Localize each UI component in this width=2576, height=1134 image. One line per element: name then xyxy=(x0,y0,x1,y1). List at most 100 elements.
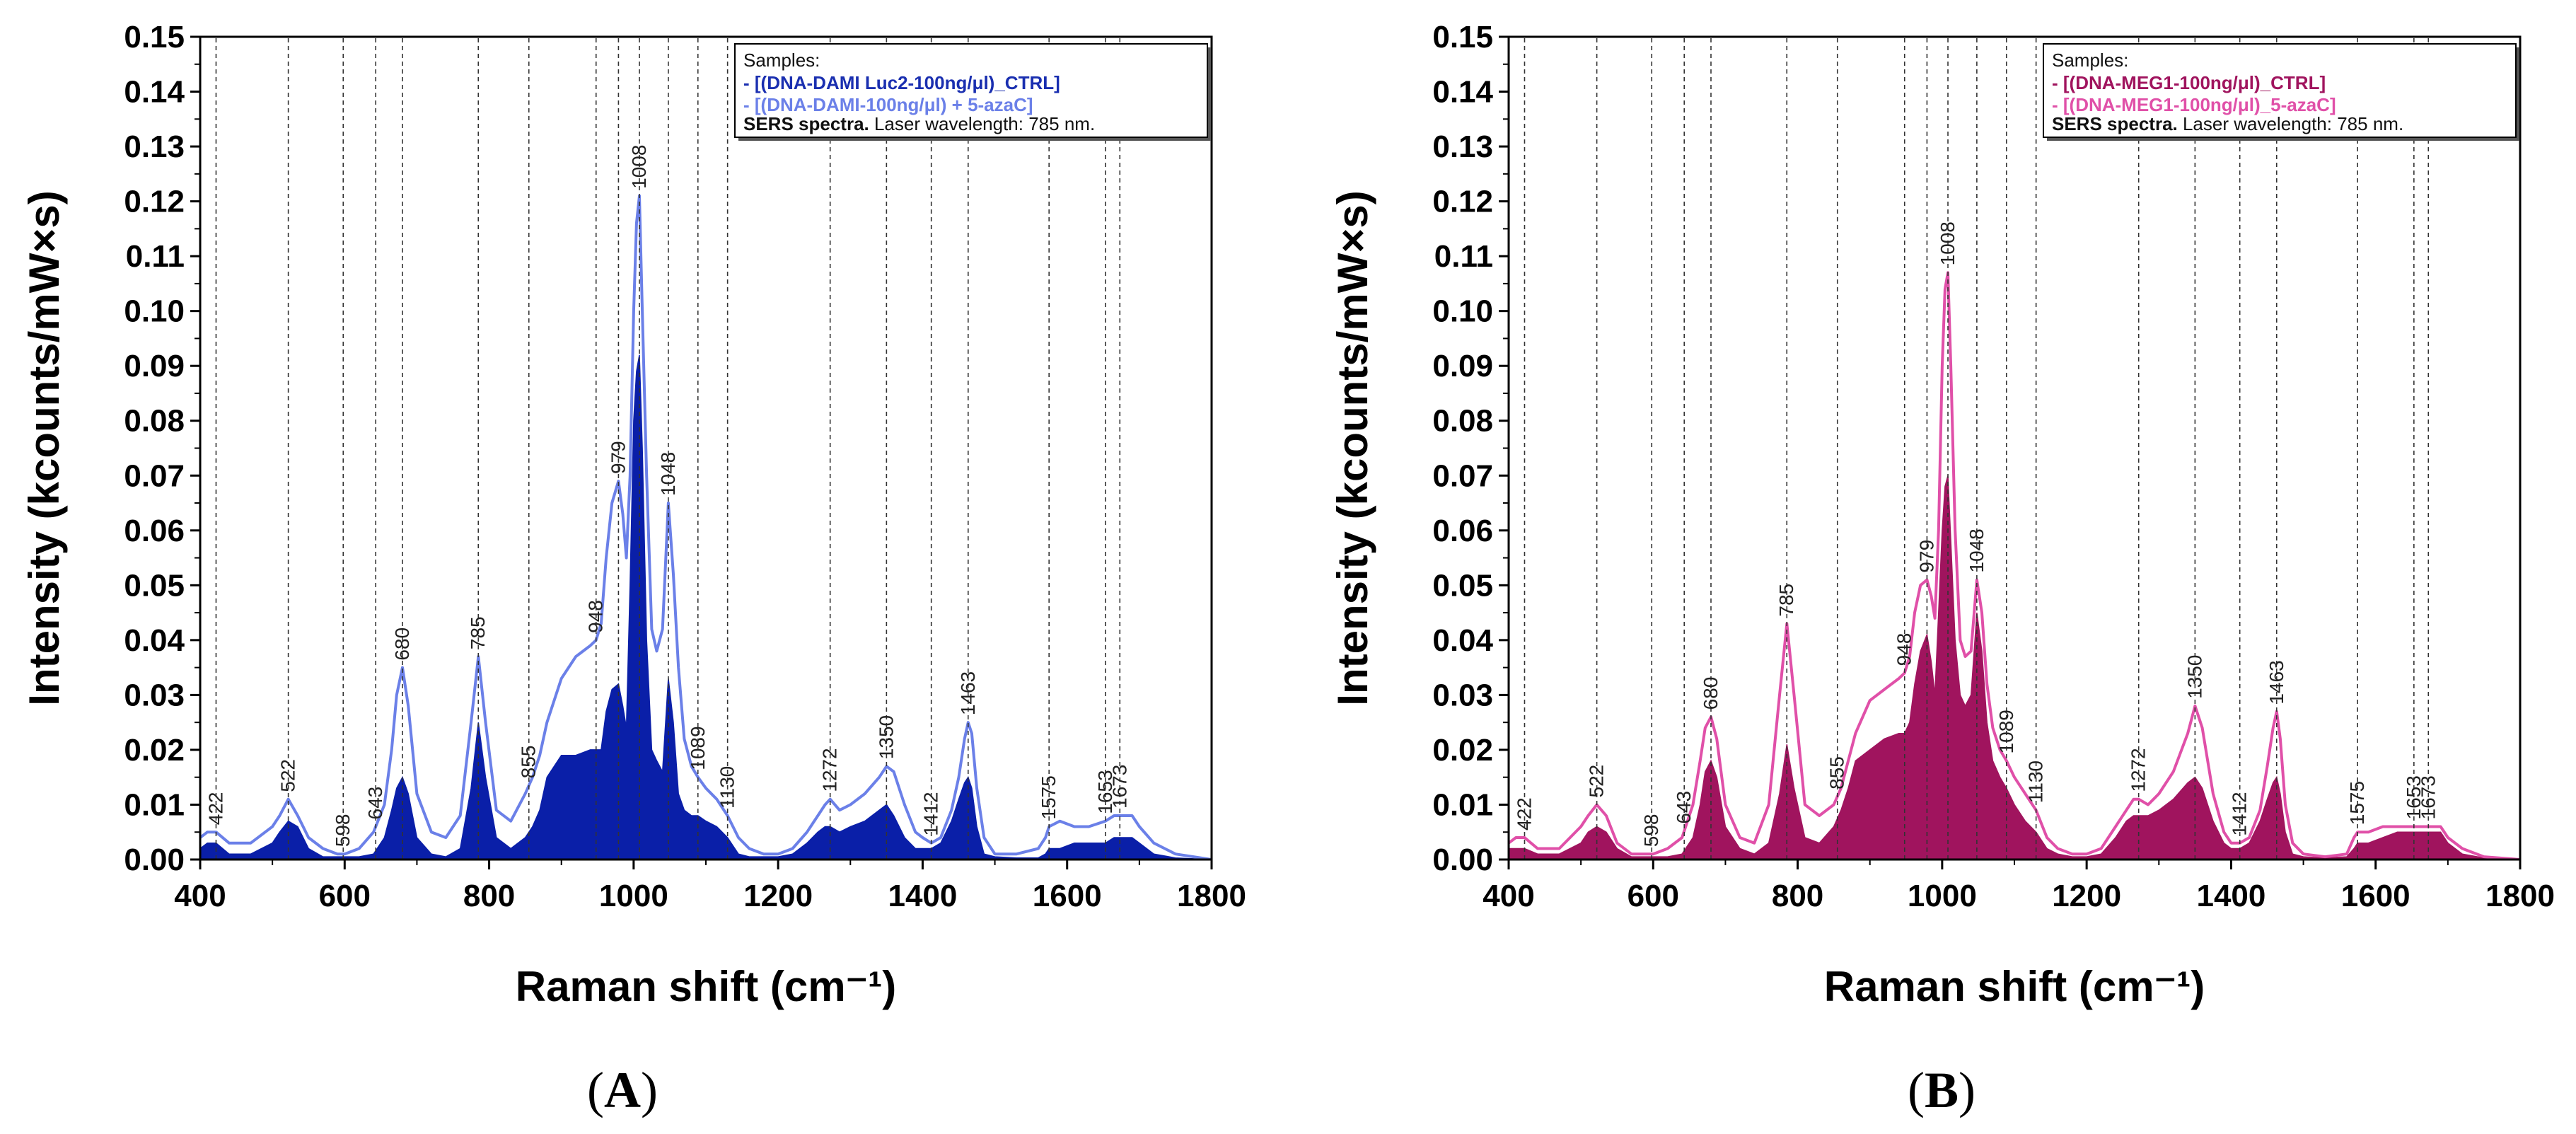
peak-label-643: 643 xyxy=(364,787,386,820)
peak-label-1412: 1412 xyxy=(920,792,942,835)
y-tick-label-10: 0.10 xyxy=(1432,294,1493,329)
y-tick-label-4: 0.04 xyxy=(124,623,185,658)
peak-label-1272: 1272 xyxy=(819,748,841,792)
x-tick-label-0: 400 xyxy=(1483,879,1534,913)
legend-note-text: Laser wavelength: 785 nm. xyxy=(869,113,1095,134)
panel-label-letter: B xyxy=(1925,1062,1959,1118)
peak-label-1048: 1048 xyxy=(657,452,679,496)
y-tick-label-5: 0.05 xyxy=(124,568,185,603)
y-tick-label-1: 0.01 xyxy=(124,787,185,822)
y-tick-label-14: 0.14 xyxy=(1432,75,1493,110)
x-tick-label-4: 1200 xyxy=(743,879,813,913)
peak-label-1575: 1575 xyxy=(1038,775,1060,819)
legend-title: Samples: xyxy=(743,50,820,71)
y-tick-label-10: 0.10 xyxy=(124,294,185,329)
x-tick-label-3: 1000 xyxy=(1908,879,1977,913)
panel-a: 422 522 598 643 680 785 855 948 979 1008 1048 1089 1… xyxy=(21,20,1246,1118)
x-tick-label-7: 1800 xyxy=(2485,879,2555,913)
peak-label-948: 948 xyxy=(585,600,607,633)
peak-label-1653: 1653 xyxy=(1094,770,1116,814)
peak-label-522: 522 xyxy=(1586,765,1608,798)
peak-label-1130: 1130 xyxy=(716,766,738,809)
legend-note-bold: SERS spectra. xyxy=(743,113,869,134)
y-tick-label-1: 0.01 xyxy=(1432,787,1493,822)
y-tick-label-7: 0.07 xyxy=(124,458,185,493)
panel-label-open: ( xyxy=(587,1062,604,1118)
x-axis-title: Raman shift (cm⁻¹) xyxy=(516,963,896,1010)
legend-note: SERS spectra. Laser wavelength: 785 nm. xyxy=(743,113,1095,134)
peak-label-1008: 1008 xyxy=(1937,221,1959,265)
y-tick-label-9: 0.09 xyxy=(124,349,185,383)
panel-label-0: (A) xyxy=(587,1062,658,1118)
peak-label-598: 598 xyxy=(1640,814,1662,847)
y-tick-label-5: 0.05 xyxy=(1432,568,1493,603)
peak-label-422: 422 xyxy=(1513,797,1535,831)
y-tick-label-6: 0.06 xyxy=(124,514,185,548)
y-tick-label-8: 0.08 xyxy=(124,404,185,439)
series-line-1 xyxy=(1509,271,2520,860)
legend-title: Samples: xyxy=(2052,50,2128,71)
legend-entry-1: - [(DNA-DAMI-100ng/μl) + 5-azaC] xyxy=(743,94,1033,115)
y-tick-label-14: 0.14 xyxy=(124,75,185,110)
x-tick-label-1: 600 xyxy=(319,879,371,913)
peak-label-1673: 1673 xyxy=(1108,765,1130,809)
legend-entry-1: - [(DNA-MEG1-100ng/μl)_5-azaC] xyxy=(2052,94,2336,115)
peak-label-1575: 1575 xyxy=(2346,781,2368,825)
legend-note-text: Laser wavelength: 785 nm. xyxy=(2178,113,2403,134)
x-tick-label-4: 1200 xyxy=(2052,879,2121,913)
y-axis-title: Intensity (kcounts/mW×s) xyxy=(21,190,68,705)
y-tick-label-12: 0.12 xyxy=(1432,185,1493,219)
peak-label-1089: 1089 xyxy=(1995,710,2017,753)
peak-label-855: 855 xyxy=(518,746,540,779)
panel-b: 422 522 598 643 680 785 855 948 979 1008 1048 1089 1… xyxy=(1329,20,2555,1118)
x-tick-label-5: 1400 xyxy=(888,879,957,913)
y-tick-label-12: 0.12 xyxy=(124,185,185,219)
peak-label-598: 598 xyxy=(332,814,354,847)
peak-label-1463: 1463 xyxy=(2265,660,2287,704)
y-axis-title: Intensity (kcounts/mW×s) xyxy=(1329,190,1376,705)
x-tick-label-1: 600 xyxy=(1628,879,1679,913)
legend-note-bold: SERS spectra. xyxy=(2052,113,2178,134)
series-line-1 xyxy=(200,194,1212,860)
peak-label-1412: 1412 xyxy=(2229,792,2251,835)
y-tick-label-7: 0.07 xyxy=(1432,458,1493,493)
peak-label-785: 785 xyxy=(1775,584,1797,617)
legend-entry-0: - [(DNA-DAMI Luc2-100ng/μl)_CTRL] xyxy=(743,72,1060,93)
y-tick-label-15: 0.15 xyxy=(124,20,185,54)
panel-label-letter: A xyxy=(604,1062,641,1118)
panel-label-open: ( xyxy=(1908,1062,1925,1118)
y-tick-label-3: 0.03 xyxy=(1432,678,1493,712)
y-tick-label-15: 0.15 xyxy=(1432,20,1493,54)
legend-box xyxy=(2043,43,2517,138)
peak-label-422: 422 xyxy=(204,792,226,826)
peak-label-785: 785 xyxy=(467,616,489,649)
peak-label-948: 948 xyxy=(1893,633,1915,666)
peak-label-1008: 1008 xyxy=(628,145,650,189)
x-tick-label-6: 1600 xyxy=(2341,879,2410,913)
peak-label-1089: 1089 xyxy=(687,726,709,770)
peak-label-1272: 1272 xyxy=(2128,748,2149,792)
y-tick-label-9: 0.09 xyxy=(1432,349,1493,383)
peak-label-680: 680 xyxy=(391,627,413,661)
y-tick-label-0: 0.00 xyxy=(1432,843,1493,877)
peak-label-1673: 1673 xyxy=(2417,775,2439,819)
peak-label-1653: 1653 xyxy=(2403,775,2425,819)
y-tick-label-11: 0.11 xyxy=(126,239,185,274)
y-tick-label-2: 0.02 xyxy=(1432,733,1493,768)
peak-label-1350: 1350 xyxy=(875,715,897,759)
panel-label-close: ) xyxy=(641,1062,658,1118)
legend-box xyxy=(734,43,1208,138)
y-tick-label-13: 0.13 xyxy=(124,129,185,164)
y-tick-label-13: 0.13 xyxy=(1432,129,1493,164)
panel-label-1: (B) xyxy=(1908,1062,1975,1118)
peak-label-680: 680 xyxy=(1700,677,1722,710)
series-fill-0 xyxy=(1509,475,2520,860)
peak-label-1048: 1048 xyxy=(1966,528,1988,572)
x-tick-label-7: 1800 xyxy=(1177,879,1246,913)
x-tick-label-2: 800 xyxy=(1772,879,1823,913)
peak-label-855: 855 xyxy=(1826,756,1848,789)
peak-label-522: 522 xyxy=(277,759,299,792)
x-tick-label-2: 800 xyxy=(463,879,515,913)
peak-label-979: 979 xyxy=(1915,540,1937,573)
